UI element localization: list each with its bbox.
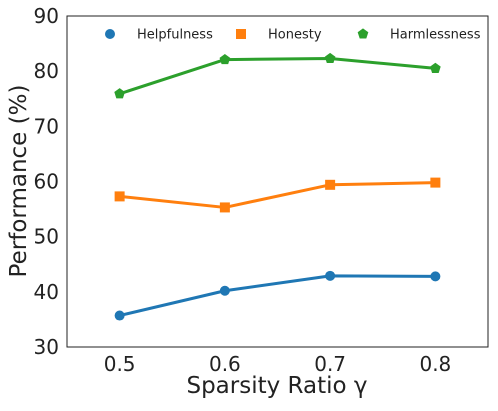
data-point-harmlessness [114,88,125,99]
x-axis-label: Sparsity Ratio γ [186,373,367,399]
x-tick-label: 0.8 [419,352,451,376]
data-point-helpfulness [430,271,441,282]
legend-label-harmlessness: Harmlessness [390,28,481,43]
data-point-helpfulness [114,310,125,321]
series-line-helpfulness [118,274,437,318]
legend: Helpfulness Honesty Harmlessness [105,28,481,43]
data-point-harmlessness [430,62,441,73]
data-point-honesty [114,191,125,202]
y-axis-label: Performance (%) [6,85,32,278]
y-tick-label: 40 [34,280,59,304]
legend-label-honesty: Honesty [268,28,322,43]
x-tick-label: 0.7 [314,352,346,376]
x-tick-label: 0.6 [209,352,241,376]
series-layer [114,52,441,321]
y-tick-label: 50 [34,225,59,249]
data-point-honesty [325,179,336,190]
data-point-helpfulness [219,285,230,296]
plot-frame [66,15,489,348]
data-point-honesty [219,202,230,213]
y-tick-label: 60 [34,170,59,194]
data-point-helpfulness [325,270,336,281]
legend-marker-helpfulness [105,29,115,39]
series-line-honesty [118,181,437,209]
x-axis-ticks: 0.5 0.6 0.7 0.8 [104,352,452,376]
y-tick-label: 90 [34,4,59,28]
y-tick-label: 80 [34,59,59,83]
y-tick-label: 70 [34,114,59,138]
data-point-harmlessness [324,52,336,64]
legend-label-helpfulness: Helpfulness [137,28,213,43]
y-tick-label: 30 [34,335,59,359]
data-point-harmlessness [219,53,231,65]
series-line-harmlessness [118,56,437,96]
x-tick-label: 0.5 [104,352,136,376]
data-point-honesty [430,177,441,188]
legend-marker-harmlessness [357,28,369,39]
legend-marker-honesty [236,29,246,39]
y-axis-ticks: 30 40 50 60 70 80 90 [34,4,59,359]
